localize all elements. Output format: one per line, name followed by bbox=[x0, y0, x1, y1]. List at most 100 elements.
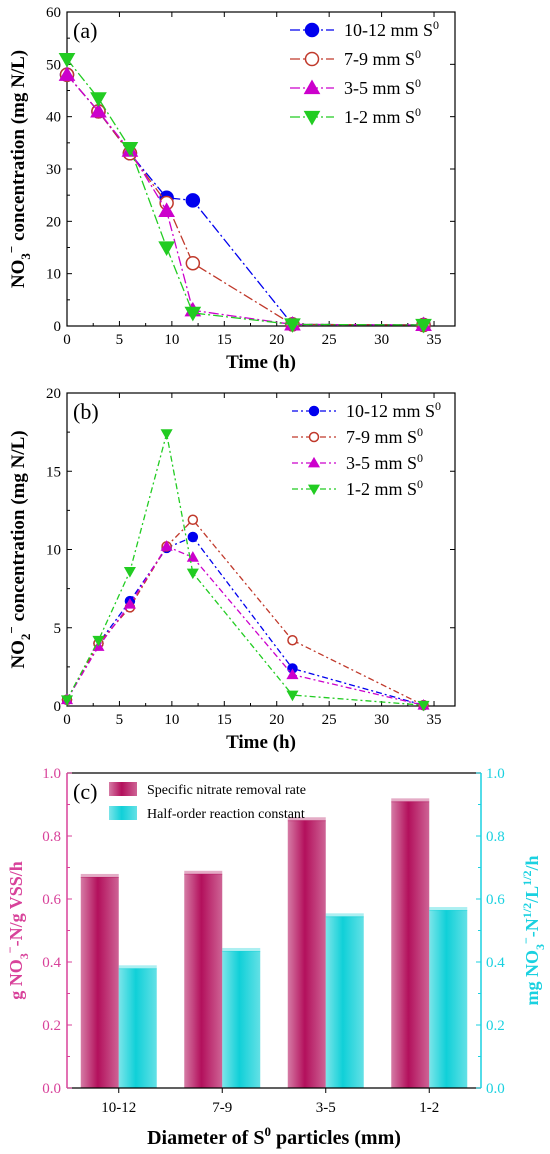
data-point bbox=[160, 540, 173, 551]
bar-cap bbox=[287, 817, 326, 822]
data-point bbox=[187, 514, 199, 526]
legend-label-sup: 0 bbox=[433, 18, 439, 32]
bar-cap bbox=[391, 798, 430, 803]
x-tick-label: 30 bbox=[374, 712, 389, 728]
x-tick-label: 0 bbox=[63, 712, 71, 728]
data-point bbox=[286, 690, 299, 702]
y-tick-label: 20 bbox=[46, 386, 61, 402]
x-tick-label: 5 bbox=[116, 332, 124, 348]
y-label-sub: 2 bbox=[18, 634, 33, 641]
legend-marker bbox=[307, 456, 321, 468]
y-tick-label: 40 bbox=[46, 110, 61, 126]
bar bbox=[391, 801, 430, 1088]
legend-label: Specific nitrate removal rate bbox=[147, 783, 306, 798]
legend-label-text: 1-2 mm S bbox=[344, 107, 415, 127]
data-point bbox=[92, 635, 105, 647]
y-tick-label-left: 0.2 bbox=[42, 1018, 61, 1034]
y-label-rest: concentration (mg N/L) bbox=[8, 430, 29, 626]
y-tick-label: 10 bbox=[46, 267, 61, 283]
x-tick-label: 10 bbox=[164, 332, 179, 348]
y-tick-label: 20 bbox=[46, 214, 61, 230]
data-point bbox=[286, 668, 299, 680]
y-label-right-sub: 3 bbox=[533, 944, 547, 950]
y-label-right-c: /L bbox=[522, 886, 542, 904]
data-point bbox=[121, 141, 139, 157]
x-axis-label: Time (h) bbox=[226, 352, 296, 373]
legend-label: 7-9 mm S0 bbox=[344, 47, 421, 69]
legend-swatch bbox=[109, 806, 137, 820]
y-label-left-a: g NO bbox=[6, 959, 26, 1000]
series-line bbox=[66, 433, 424, 706]
y-tick-label: 30 bbox=[46, 162, 61, 178]
legend-marker bbox=[303, 110, 321, 126]
legend-marker bbox=[304, 51, 320, 67]
y-tick-label: 5 bbox=[54, 621, 62, 637]
y-label-right-a: mg NO bbox=[522, 950, 542, 1006]
bar bbox=[184, 873, 223, 1088]
y-tick-label-left: 1.0 bbox=[42, 766, 61, 782]
x-label-rest: particles (mm) bbox=[271, 1127, 401, 1149]
panel-label: (a) bbox=[73, 18, 97, 43]
data-point bbox=[60, 695, 74, 706]
legend-label-sup: 0 bbox=[415, 47, 421, 61]
legend-label: 10-12 mm S0 bbox=[344, 18, 439, 40]
data-point bbox=[90, 92, 107, 107]
y-axis-label: NO2− concentration (mg N/L) bbox=[4, 430, 33, 668]
bar bbox=[325, 916, 364, 1088]
y-label-sup: − bbox=[4, 626, 19, 633]
y-label-rest: concentration (mg N/L) bbox=[8, 50, 29, 246]
bar bbox=[118, 968, 157, 1088]
legend-label-text: 10-12 mm S bbox=[344, 20, 433, 40]
legend-label: 3-5 mm S0 bbox=[346, 451, 423, 473]
legend-label: Half-order reaction constant bbox=[147, 807, 305, 822]
data-point bbox=[58, 52, 76, 68]
data-point bbox=[185, 193, 201, 208]
series-line bbox=[66, 536, 424, 706]
bar-cap bbox=[118, 965, 157, 970]
y-tick-label-right: 0.2 bbox=[486, 1018, 505, 1034]
bar bbox=[222, 950, 261, 1088]
x-tick-label: 15 bbox=[217, 332, 232, 348]
data-point bbox=[284, 318, 301, 333]
legend-marker bbox=[303, 79, 321, 95]
panel-label: (b) bbox=[73, 399, 99, 424]
legend-label: 7-9 mm S0 bbox=[346, 425, 423, 447]
y-tick-label: 0 bbox=[54, 699, 62, 715]
x-tick-label: 35 bbox=[427, 332, 442, 348]
panel-2: 10-12 7-9 3-5 1-2 0.0 0.0 0.2 0.2 0.4 0.4 0.6 0.6 0.… bbox=[3, 766, 547, 1149]
legend-label-sup: 0 bbox=[417, 477, 423, 491]
x-tick-label: 10 bbox=[164, 712, 179, 728]
y-label-left-rest: -N/g VSS/h bbox=[6, 861, 26, 946]
data-point bbox=[186, 568, 199, 580]
x-tick-label: 3-5 bbox=[316, 1100, 336, 1116]
x-tick-label: 30 bbox=[374, 332, 389, 348]
data-point bbox=[160, 429, 173, 440]
legend-label-sup: 0 bbox=[417, 451, 423, 465]
legend-swatch bbox=[109, 782, 137, 796]
x-label-sup: 0 bbox=[264, 1124, 271, 1139]
series-line bbox=[66, 58, 424, 326]
y-label-right-sup: − bbox=[519, 937, 533, 944]
data-point bbox=[158, 241, 175, 256]
series-line bbox=[66, 545, 424, 706]
bar-cap bbox=[80, 873, 119, 878]
legend-label: 10-12 mm S0 bbox=[346, 399, 441, 421]
bar-cap bbox=[184, 870, 223, 875]
data-point bbox=[123, 598, 136, 609]
y-tick-label: 10 bbox=[46, 543, 61, 559]
legend-label: 1-2 mm S0 bbox=[346, 477, 423, 499]
legend-label: 1-2 mm S0 bbox=[344, 105, 421, 127]
x-tick-label: 20 bbox=[269, 712, 284, 728]
legend-label-text: 1-2 mm S bbox=[346, 479, 417, 499]
data-point bbox=[158, 202, 175, 217]
y-axis-label-right: mg NO3−-N1/2/L1/2/h bbox=[519, 855, 547, 1005]
y-label-main: NO bbox=[8, 260, 29, 289]
data-point bbox=[184, 306, 202, 322]
y-tick-label: 50 bbox=[46, 57, 61, 73]
bar-cap bbox=[429, 907, 468, 912]
x-axis-label: Diameter of S0 particles (mm) bbox=[147, 1124, 401, 1149]
data-point bbox=[58, 66, 76, 81]
y-label-sup: − bbox=[4, 246, 19, 253]
